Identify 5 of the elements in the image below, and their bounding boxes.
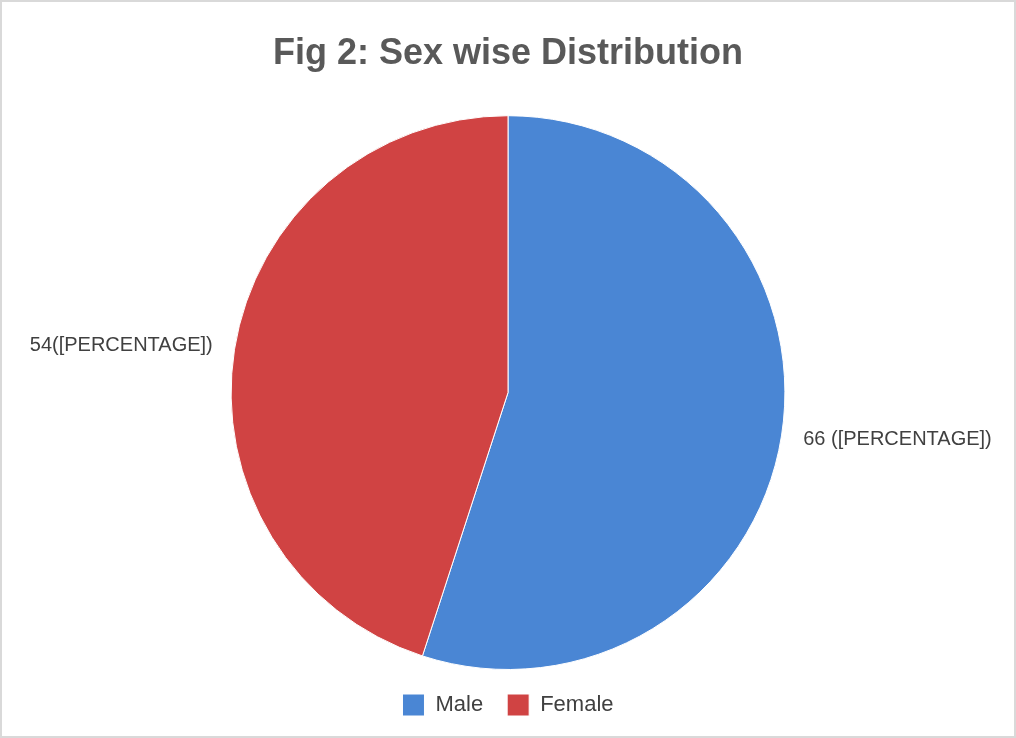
data-label: 66 ([PERCENTAGE]) <box>803 426 992 449</box>
chart-title: Fig 2: Sex wise Distribution <box>272 30 744 72</box>
legend-label: Male <box>435 691 484 717</box>
legend-label: Female <box>540 691 614 717</box>
data-label: 54([PERCENTAGE]) <box>29 333 213 356</box>
